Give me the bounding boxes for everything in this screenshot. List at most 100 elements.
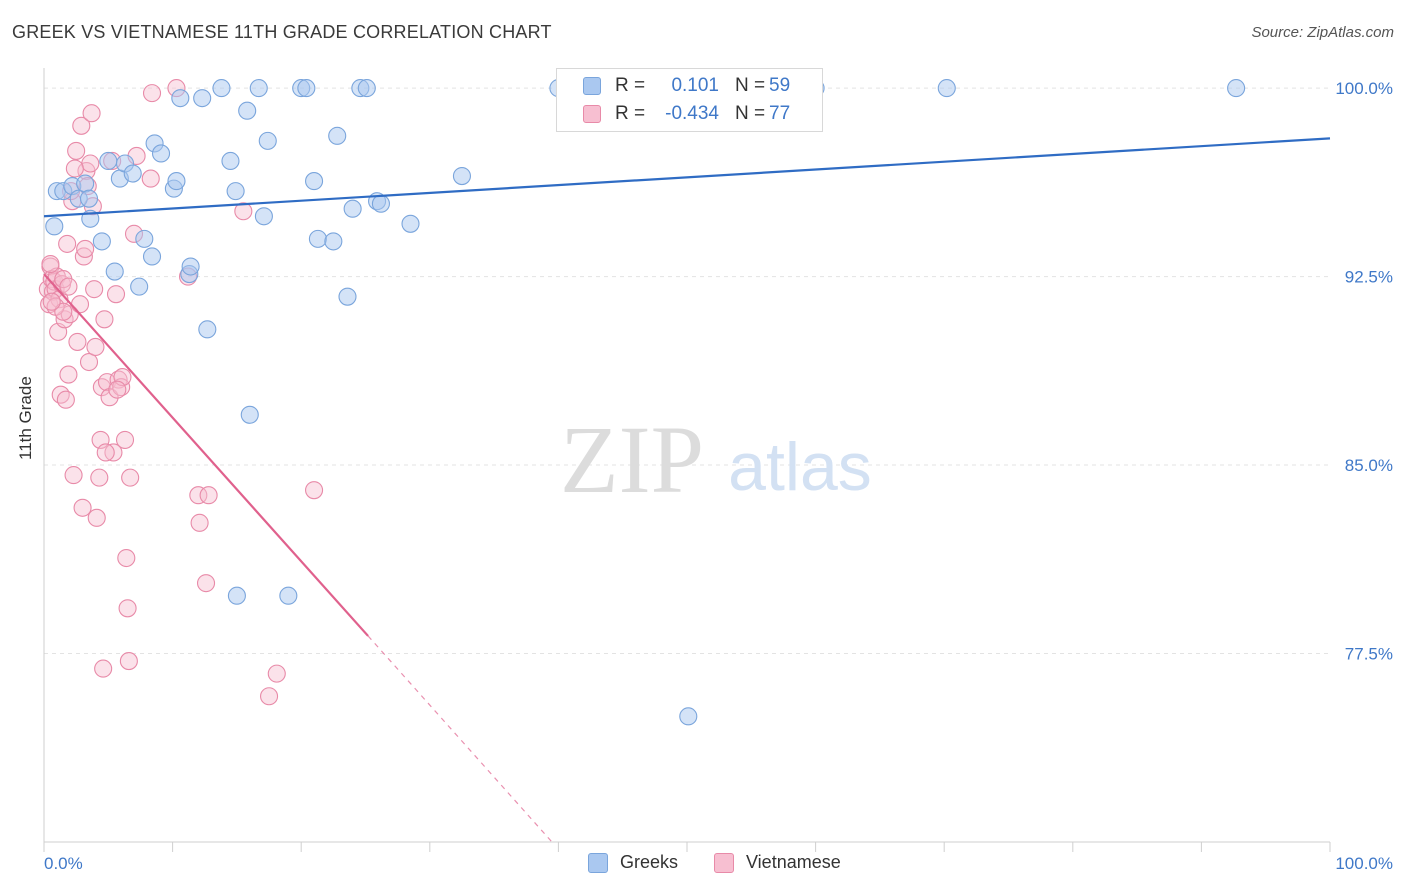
vietnamese-point — [119, 652, 138, 671]
vietnamese-point — [67, 141, 86, 160]
watermark-zip: ZIP — [560, 406, 704, 513]
greek-point — [305, 172, 324, 191]
y-tick-label: 85.0% — [1345, 456, 1393, 475]
greek-point — [338, 287, 357, 306]
vietnamese-trend-extension — [367, 635, 553, 843]
vietnamese-point — [55, 310, 74, 329]
vietnamese-point — [196, 574, 216, 593]
vietnamese-point — [59, 365, 78, 384]
greek-point — [181, 257, 200, 276]
vietnamese-point — [142, 84, 162, 103]
greek-points — [45, 79, 1246, 726]
legend-r-value: 0.101 — [671, 75, 719, 96]
greek-point — [130, 277, 149, 296]
vietnamese-point — [74, 247, 93, 266]
greek-point — [92, 232, 111, 251]
greek-point — [343, 199, 362, 218]
vietnamese-point — [76, 239, 95, 258]
greek-point — [240, 405, 259, 424]
greek-point — [76, 174, 95, 193]
vietnamese-point — [54, 302, 73, 321]
greek-point — [679, 707, 698, 726]
greek-point — [937, 79, 956, 98]
vietnamese-point — [100, 388, 119, 407]
vietnamese-point — [72, 116, 91, 135]
vietnamese-point — [106, 285, 126, 304]
legend-row-vietnamese: R = -0.434 N = 77 — [557, 101, 822, 127]
vietnamese-point — [79, 352, 99, 372]
greek-point — [105, 262, 124, 281]
vietnamese-point — [41, 254, 60, 274]
vietnamese-point — [68, 332, 87, 351]
y-tick-label: 92.5% — [1345, 268, 1393, 287]
greek-point — [45, 217, 64, 236]
vietnamese-point — [118, 599, 137, 618]
vietnamese-point — [82, 104, 101, 123]
vietnamese-point — [73, 498, 92, 517]
vietnamese-point — [104, 443, 123, 462]
vietnamese-point — [70, 295, 90, 314]
legend-swatch-greeks — [583, 77, 601, 95]
watermark: ZIP atlas — [560, 406, 872, 513]
legend-swatch-vietnamese — [714, 852, 734, 873]
greek-point — [279, 586, 298, 605]
source-credit: Source: ZipAtlas.com — [1251, 24, 1394, 41]
legend-item-vietnamese[interactable]: Vietnamese — [714, 852, 841, 873]
legend-n-value: 59 — [769, 75, 791, 96]
vietnamese-point — [267, 664, 286, 683]
greek-point — [328, 126, 347, 145]
tick-labels: 77.5% 85.0% 92.5% 100.0% 0.0% 100.0% — [44, 79, 1393, 873]
greek-point — [221, 151, 240, 171]
vietnamese-point — [56, 390, 75, 409]
vietnamese-point — [51, 385, 70, 404]
vietnamese-point — [94, 659, 113, 678]
greek-point — [198, 320, 217, 339]
greek-point — [297, 79, 316, 98]
y-tick-label: 100.0% — [1335, 79, 1393, 98]
greek-point — [171, 89, 190, 108]
vietnamese-trend-line — [43, 273, 369, 637]
vietnamese-point — [65, 159, 84, 178]
vietnamese-point — [86, 337, 105, 356]
greek-point — [227, 586, 246, 605]
greek-point — [238, 101, 257, 120]
y-tick-label: 77.5% — [1345, 645, 1393, 664]
greek-point — [142, 247, 162, 266]
vietnamese-point — [92, 378, 111, 397]
axes — [43, 68, 1331, 852]
legend-item-greeks[interactable]: Greeks — [588, 852, 678, 873]
legend-n-value: 77 — [769, 103, 791, 124]
legend-n-label: N = — [735, 103, 766, 124]
greek-point — [226, 182, 245, 201]
greek-point — [79, 189, 99, 208]
greek-point — [193, 89, 212, 108]
stats-legend: R = 0.101 N = 59 R = -0.434 N = 77 — [556, 68, 823, 132]
greek-point — [212, 79, 231, 98]
legend-swatch-greeks — [588, 852, 608, 873]
legend-label-vietnamese: Vietnamese — [746, 852, 841, 872]
vietnamese-point — [117, 548, 136, 568]
vietnamese-point — [59, 277, 78, 296]
vietnamese-point — [115, 430, 135, 449]
greek-point — [308, 229, 327, 248]
greek-point — [1227, 79, 1246, 98]
greek-point — [258, 131, 277, 150]
vietnamese-point — [141, 169, 160, 188]
series-legend: Greeks Vietnamese — [0, 852, 1406, 878]
vietnamese-point — [58, 234, 77, 253]
legend-r-value: -0.434 — [665, 103, 719, 124]
vietnamese-point — [81, 154, 100, 173]
greek-point — [249, 79, 268, 98]
gridlines — [44, 87, 1330, 655]
greek-point — [99, 151, 118, 171]
vietnamese-point — [121, 468, 140, 487]
greek-point — [151, 144, 171, 163]
greek-point — [254, 207, 273, 226]
greek-point — [167, 172, 186, 191]
trend-lines — [43, 137, 1331, 843]
vietnamese-point — [90, 468, 109, 487]
vietnamese-point — [64, 466, 83, 485]
greek-point — [401, 214, 420, 233]
vietnamese-point — [96, 443, 115, 462]
greek-point — [357, 79, 376, 98]
